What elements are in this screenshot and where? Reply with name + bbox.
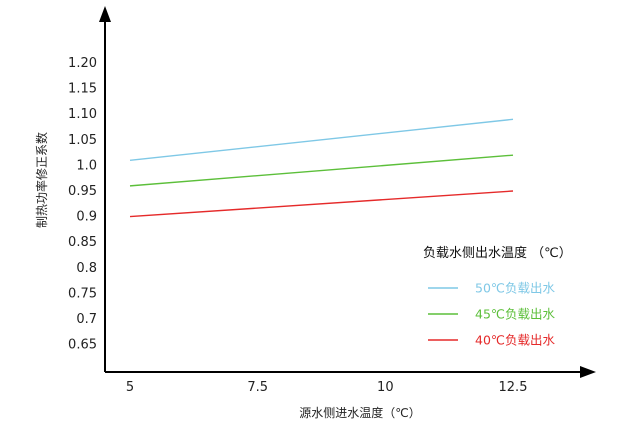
y-tick-label: 0.8: [76, 261, 97, 276]
x-axis-arrow: [580, 366, 596, 378]
x-axis-title: 源水侧进水温度（℃）: [299, 405, 420, 420]
y-tick-label: 1.10: [68, 107, 97, 122]
series-line: [129, 118, 514, 161]
y-tick-label: 1.20: [68, 56, 97, 71]
legend-label: 50℃负载出水: [475, 281, 555, 296]
x-tick-label: 5: [126, 380, 134, 395]
y-tick-label: 0.85: [68, 235, 97, 250]
y-tick-label: 1.15: [68, 82, 97, 97]
y-tick-group: 0.65 0.7 0.75 0.8 0.85 0.9 0.95 1.0 1.05 1.10 1.15…: [68, 56, 97, 353]
x-tick-label: 10: [377, 380, 394, 395]
legend-label: 40℃负载出水: [475, 333, 555, 348]
y-tick-label: 1.05: [68, 133, 97, 148]
legend-label: 45℃负载出水: [475, 307, 555, 322]
y-tick-label: 0.7: [76, 312, 97, 327]
series-line: [129, 154, 514, 187]
y-axis-arrow: [99, 6, 111, 22]
y-tick-label: 1.0: [76, 158, 97, 173]
x-tick-group: 5 7.5 10 12.5: [126, 380, 528, 395]
legend: 负载水侧出水温度 （℃） 50℃负载出水 45℃负载出水 40℃负载出水: [423, 245, 572, 348]
y-tick-label: 0.65: [68, 338, 97, 353]
y-tick-label: 0.75: [68, 286, 97, 301]
x-tick-label: 12.5: [499, 380, 528, 395]
series-group: [129, 118, 514, 218]
series-line: [129, 190, 514, 218]
y-axis-title: 制热功率修正系数: [34, 132, 49, 228]
y-tick-label: 0.95: [68, 184, 97, 199]
legend-title: 负载水侧出水温度 （℃）: [423, 245, 572, 261]
y-tick-label: 0.9: [76, 210, 97, 225]
x-tick-label: 7.5: [247, 380, 268, 395]
